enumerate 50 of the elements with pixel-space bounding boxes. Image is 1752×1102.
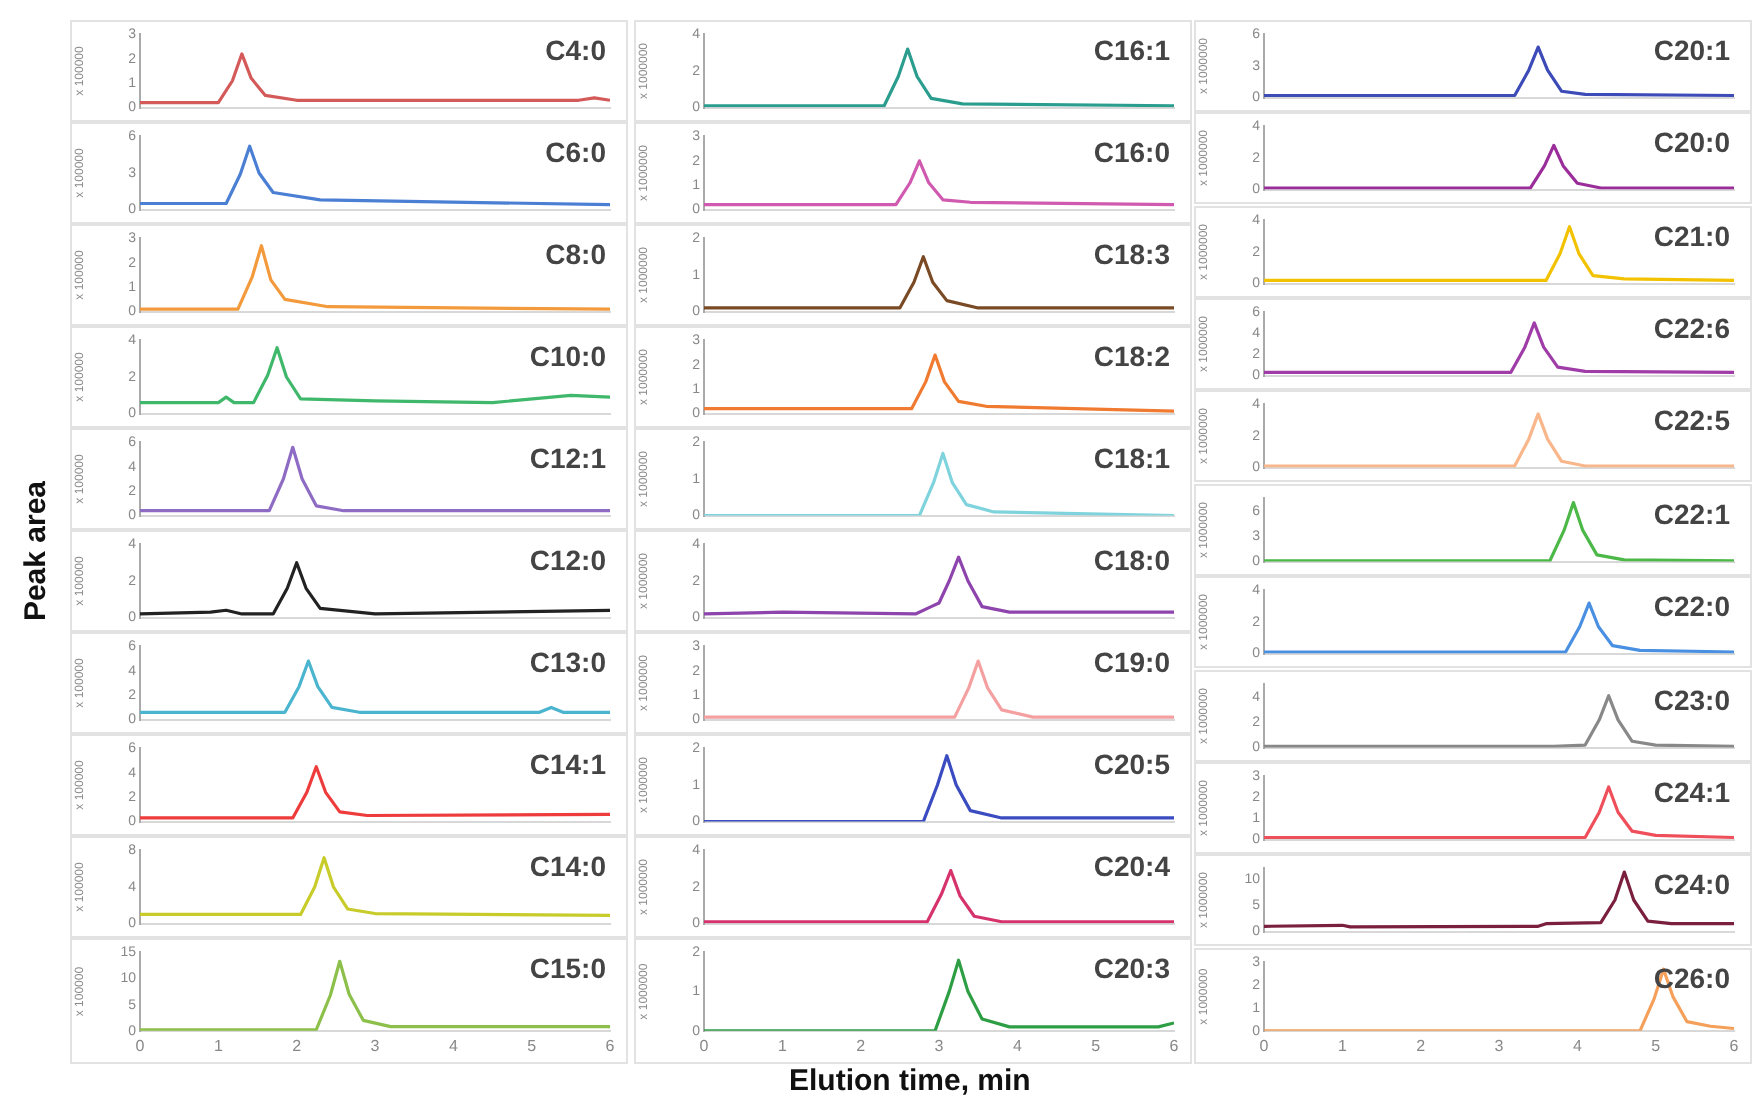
chart-title: C4:0: [545, 34, 607, 67]
chart-title: C18:1: [1093, 442, 1171, 475]
text: Elution time, min: [789, 1064, 1031, 1098]
chart-title: C16:0: [1093, 136, 1171, 169]
chart-title: C24:1: [1653, 776, 1731, 809]
chart-title: C16:1: [1093, 34, 1171, 67]
chart-title: C21:0: [1653, 220, 1731, 253]
chart-title: C13:0: [529, 646, 607, 679]
chart-title: C14:1: [529, 748, 607, 781]
x-tick-label: 1: [213, 1036, 224, 1055]
chart-title: C20:5: [1093, 748, 1171, 781]
text: Peak area: [19, 479, 54, 621]
chart-title: C14:0: [529, 850, 607, 883]
x-tick-label: 3: [934, 1036, 945, 1055]
chart-title: C23:0: [1653, 684, 1731, 717]
chart-title: C15:0: [529, 952, 607, 985]
x-tick-label: 2: [856, 1036, 867, 1055]
chart-title: C6:0: [545, 136, 607, 169]
chart-title: C20:0: [1653, 126, 1731, 159]
chart-title: C18:0: [1093, 544, 1171, 577]
x-tick-label: 1: [1337, 1036, 1348, 1055]
x-tick-label: 3: [370, 1036, 381, 1055]
x-tick-label: 4: [1012, 1036, 1023, 1055]
chart-title: C18:2: [1093, 340, 1171, 373]
chart-title: C12:0: [529, 544, 607, 577]
x-tick-label: 5: [1651, 1036, 1662, 1055]
chart-title: C22:0: [1653, 590, 1731, 623]
chart-title: C19:0: [1093, 646, 1171, 679]
x-tick-label: 4: [1572, 1036, 1583, 1055]
x-tick-label: 4: [448, 1036, 459, 1055]
x-tick-label: 5: [1091, 1036, 1102, 1055]
x-tick-label: 6: [1729, 1036, 1740, 1055]
x-tick-label: 1: [777, 1036, 788, 1055]
chart-title: C18:3: [1093, 238, 1171, 271]
chart-title: C10:0: [529, 340, 607, 373]
x-tick-label: 3: [1494, 1036, 1505, 1055]
x-tick-label: 6: [605, 1036, 616, 1055]
chart-title: C22:5: [1653, 404, 1731, 437]
chart-title: C8:0: [545, 238, 607, 271]
x-tick-label: 2: [292, 1036, 303, 1055]
x-tick-label: 2: [1416, 1036, 1427, 1055]
chart-title: C12:1: [529, 442, 607, 475]
chart-title: C20:3: [1093, 952, 1171, 985]
chart-title: C22:1: [1653, 498, 1731, 531]
chart-title: C22:6: [1653, 312, 1731, 345]
chart-title: C20:1: [1653, 34, 1731, 67]
chart-title: C24:0: [1653, 868, 1731, 901]
x-tick-label: 6: [1169, 1036, 1180, 1055]
x-tick-label: 5: [527, 1036, 538, 1055]
chart-title: C20:4: [1093, 850, 1171, 883]
